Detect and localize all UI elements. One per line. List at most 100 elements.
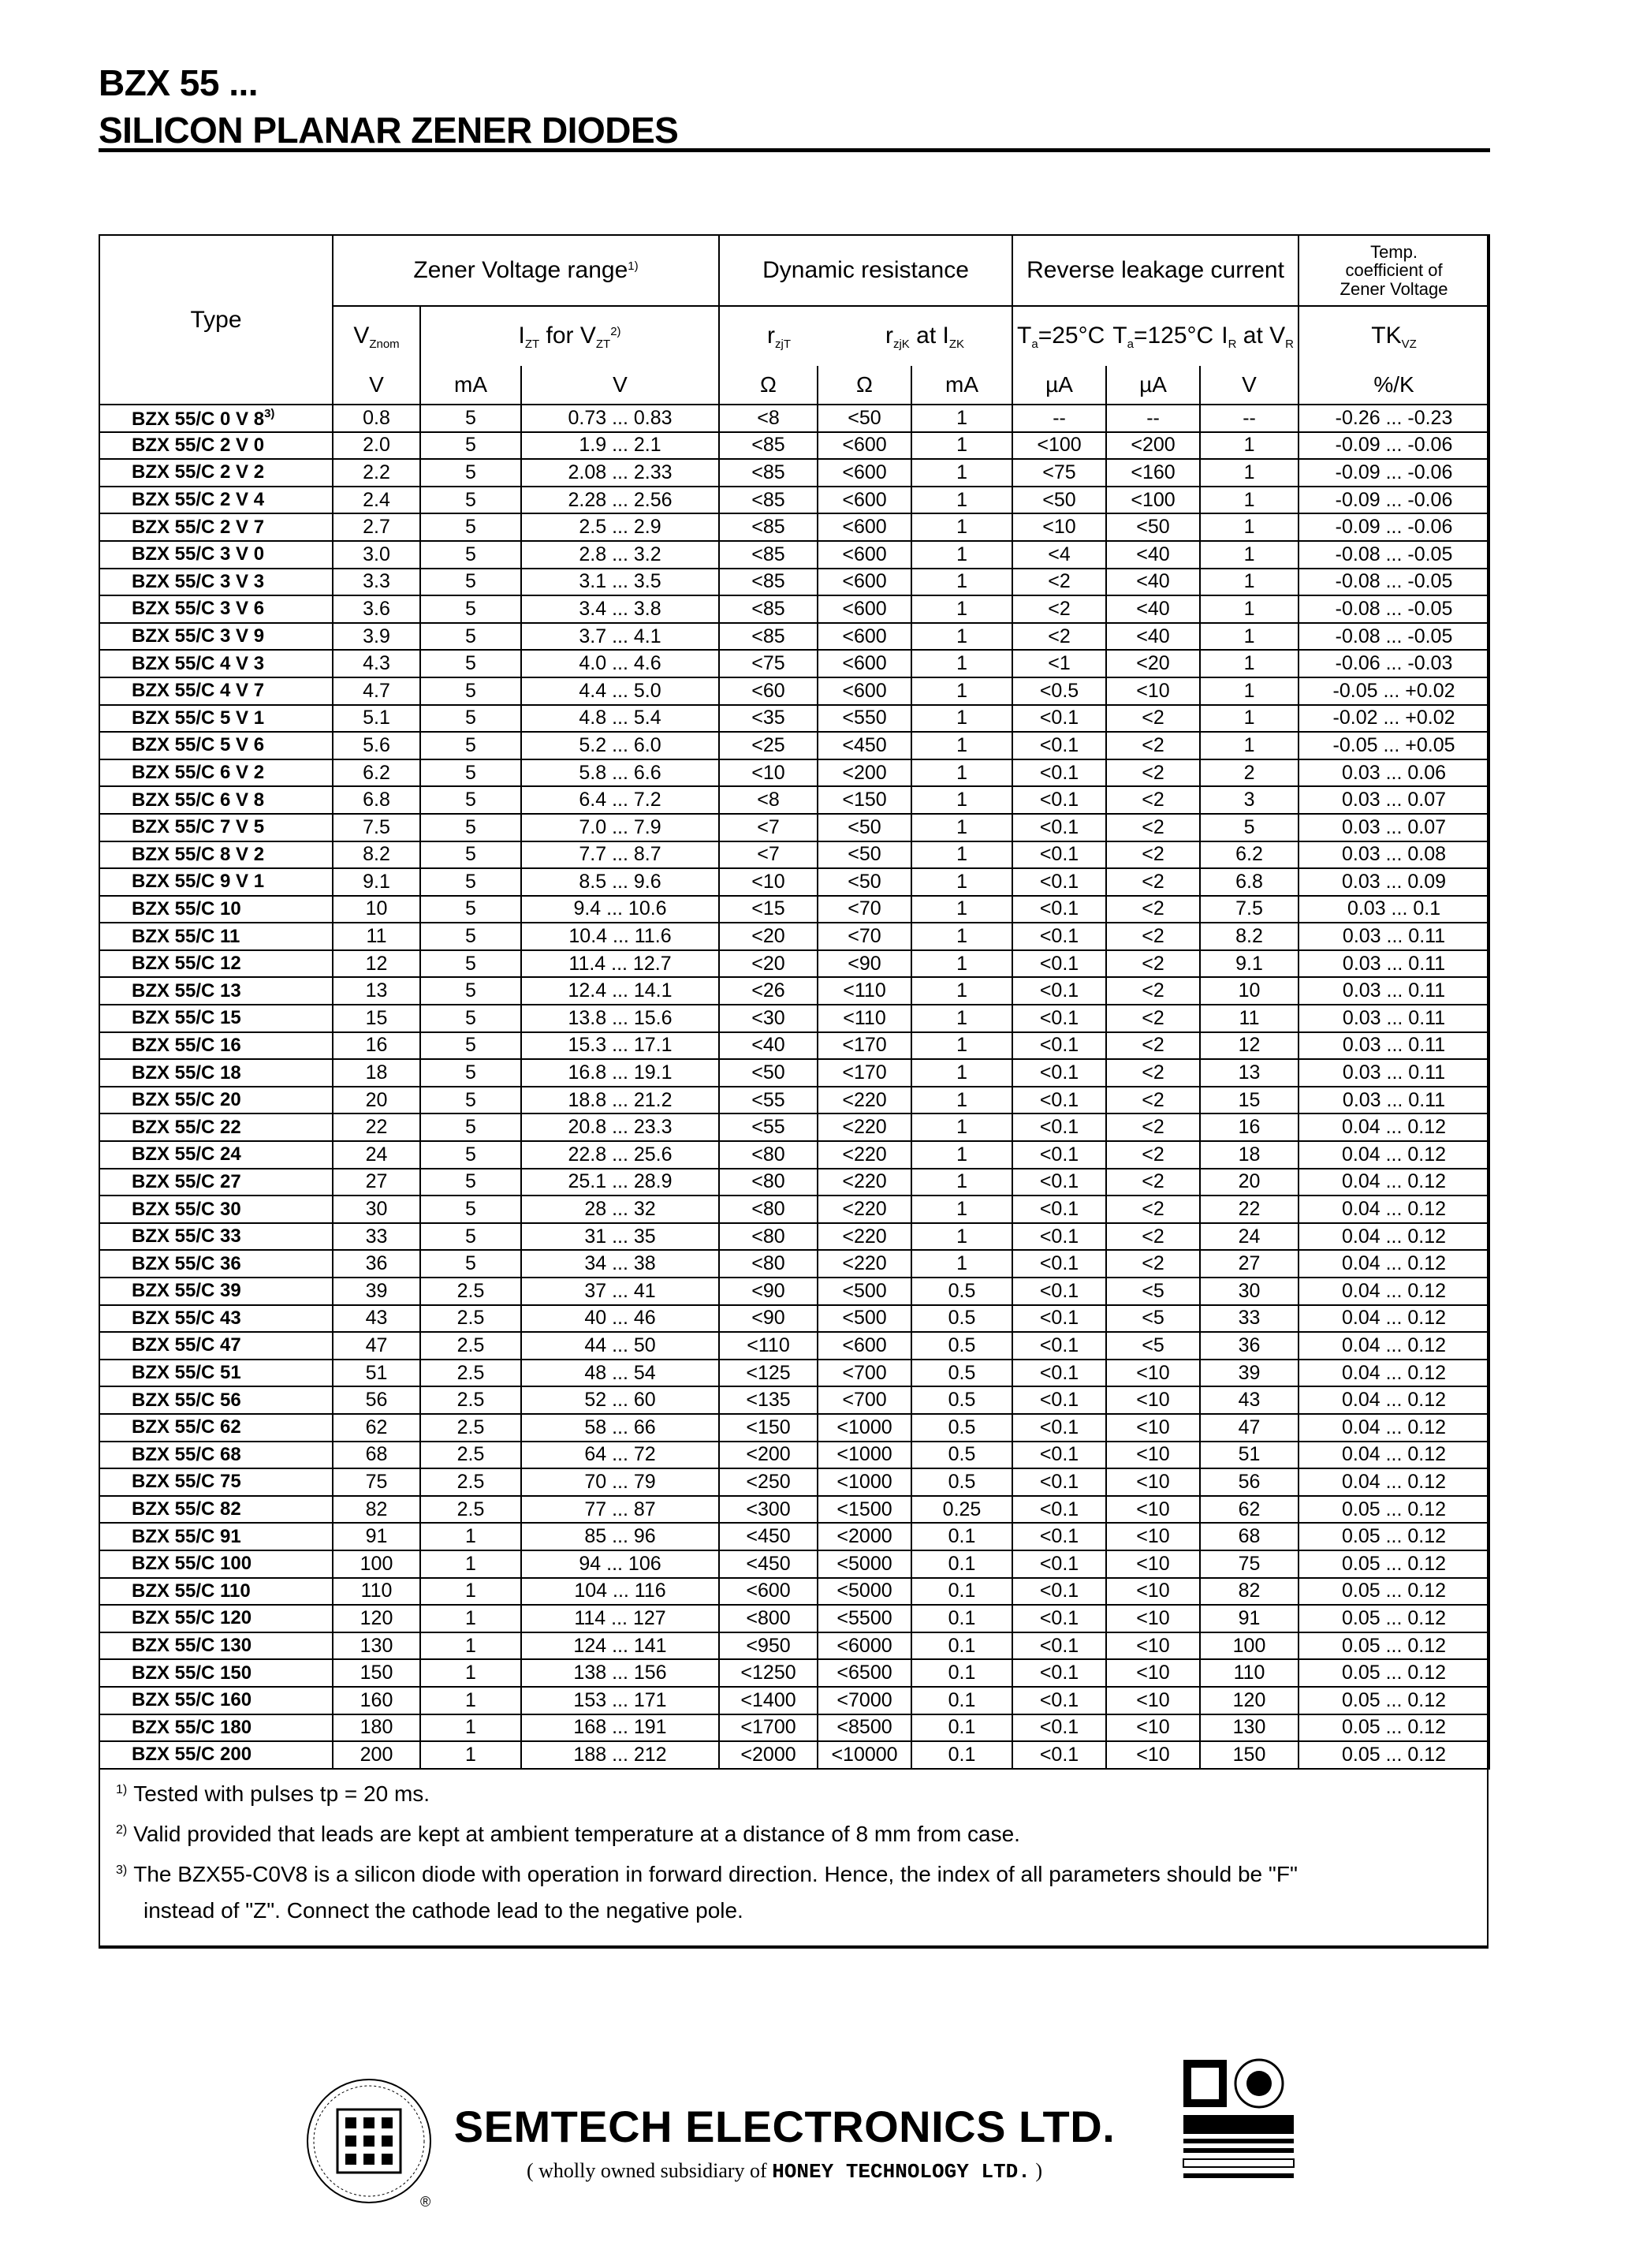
cell-ir-25c: <0.1 (1012, 812, 1108, 842)
cell-text: 5 (465, 679, 476, 702)
cell-vznom: 51 (332, 1358, 421, 1388)
cell-izk: 1 (911, 812, 1014, 842)
cell-text: <1500 (836, 1498, 892, 1520)
cell-text: <2 (1142, 925, 1164, 948)
cell-izk: 0.5 (911, 1331, 1014, 1360)
cell-text: 39 (1238, 1361, 1261, 1384)
cell-izk: 1 (911, 976, 1014, 1006)
cell-vznom: 3.9 (332, 621, 421, 651)
param-subscript: zjT (775, 337, 791, 351)
cell-tkvz: 0.03 ... 0.08 (1298, 840, 1491, 870)
cell-text: <0.1 (1039, 1416, 1079, 1438)
cell-type: BZX 55/C 20 (99, 1085, 333, 1115)
cell-text: <600 (842, 625, 887, 647)
cell-rzjt: <25 (718, 731, 819, 760)
cell-vzt-range: 70 ... 79 (520, 1468, 721, 1497)
cell-ir-125c: <5 (1105, 1304, 1202, 1334)
cell-text: 16 (365, 1034, 388, 1057)
cell-rzjt: <250 (718, 1468, 819, 1497)
cell-text: <0.1 (1039, 761, 1079, 784)
cell-text: <50 (1136, 516, 1170, 539)
cell-text: <0.1 (1039, 1606, 1079, 1629)
cell-izt: 2.5 (419, 1304, 522, 1334)
cell-text: 33 (365, 1225, 388, 1248)
cell-text: <50 (848, 406, 881, 429)
cell-rzjk: <600 (817, 676, 913, 706)
cell-text: BZX 55/C 3 V 3 (132, 570, 265, 592)
cell-text: <550 (842, 707, 887, 729)
cell-ir-25c: <0.1 (1012, 1331, 1108, 1360)
table-row: BZX 55/C 15 15 5 13.8 ... 15.6 <30 <110 1 <0.1 <… (99, 1004, 1491, 1033)
cell-text: 6.8 (363, 789, 390, 811)
cell-ir-25c: <0.1 (1012, 1576, 1108, 1606)
cell-text: <1000 (836, 1416, 892, 1438)
cell-type: BZX 55/C 43 (99, 1304, 333, 1334)
param-rzjk: rzjK at IZK (885, 323, 964, 351)
cell-text: <80 (751, 1252, 785, 1275)
cell-text: <55 (751, 1088, 785, 1111)
cell-text: 2.5 (456, 1389, 485, 1412)
cell-rzjt: <150 (718, 1412, 819, 1442)
cell-text: 1 (956, 406, 967, 429)
cell-ir-25c: <0.1 (1012, 1685, 1108, 1715)
cell-rzjt: <85 (718, 539, 819, 569)
cell-text: <0.1 (1039, 979, 1079, 1002)
header-reverse-label: Reverse leakage current (1027, 257, 1284, 283)
cell-text: <85 (751, 516, 785, 539)
cell-tkvz: 0.04 ... 0.12 (1298, 1222, 1491, 1252)
cell-ir-25c: <2 (1012, 621, 1108, 651)
cell-ir-125c: <10 (1105, 1412, 1202, 1442)
table-row: BZX 55/C 82 82 2.5 77 ... 87 <300 <1500 0.25 <0… (99, 1494, 1491, 1524)
cell-text: 5 (465, 1143, 476, 1166)
param-vznom: VZnom (332, 305, 421, 366)
cell-rzjt: <60 (718, 676, 819, 706)
cell-rzjk: <1000 (817, 1440, 913, 1470)
cell-text: BZX 55/C 75 (132, 1471, 241, 1493)
cell-text: 12 (365, 952, 388, 975)
cell-text: <40 (751, 1034, 785, 1057)
cell-rzjk: <220 (817, 1113, 913, 1143)
cell-vznom: 43 (332, 1304, 421, 1334)
cell-type: BZX 55/C 11 (99, 922, 333, 951)
cell-text: 75 (1238, 1552, 1261, 1575)
cell-text: 0.5 (948, 1443, 976, 1466)
cell-text: BZX 55/C 91 (132, 1525, 241, 1547)
cell-text: <7000 (836, 1688, 892, 1711)
cell-rzjk: <220 (817, 1222, 913, 1252)
cell-text: <20 (1136, 652, 1170, 675)
cell-text: <450 (746, 1552, 791, 1575)
cell-text: 5 (465, 406, 476, 429)
cell-text: <0.1 (1039, 897, 1079, 920)
cell-text: <2 (1142, 1225, 1164, 1248)
cell-rzjt: <90 (718, 1304, 819, 1334)
unit-cell: mA (911, 366, 1014, 405)
cell-text: <450 (842, 733, 887, 756)
cell-rzjt: <35 (718, 703, 819, 733)
cell-rzjk: <5500 (817, 1604, 913, 1633)
cell-type: BZX 55/C 24 (99, 1140, 333, 1169)
cell-text: <0.1 (1039, 1688, 1079, 1711)
cell-vzt-range: 1.9 ... 2.1 (520, 431, 721, 461)
cell-text: <8500 (836, 1716, 892, 1739)
cell-izt: 1 (419, 1631, 522, 1661)
cell-text: 15 (1238, 1088, 1261, 1111)
table-row: BZX 55/C 9 V 1 9.1 5 8.5 ... 9.6 <10 <50 1 <0.1… (99, 867, 1491, 897)
cell-text: BZX 55/C 18 (132, 1061, 241, 1084)
cell-text: 1 (1243, 597, 1255, 620)
cell-text: 30 (365, 1198, 388, 1221)
cell-text: 2.5 (456, 1498, 485, 1520)
cell-izk: 1 (911, 676, 1014, 706)
cell-rzjk: <70 (817, 894, 913, 924)
cell-text: 12 (1238, 1034, 1261, 1057)
cell-rzjt: <55 (718, 1113, 819, 1143)
cell-izt: 1 (419, 1576, 522, 1606)
cell-tkvz: 0.05 ... 0.12 (1298, 1631, 1491, 1661)
cell-text: BZX 55/C 30 (132, 1198, 241, 1220)
cell-text: 6.2 (1235, 843, 1263, 866)
cell-izk: 1 (911, 595, 1014, 624)
param-symbol: I (518, 322, 525, 349)
cell-text: <5000 (836, 1580, 892, 1602)
cell-ir-125c: -- (1105, 404, 1202, 433)
cell-text: BZX 55/C 5 V 1 (132, 707, 265, 729)
cell-text: 11.4 ... 12.7 (568, 952, 672, 975)
